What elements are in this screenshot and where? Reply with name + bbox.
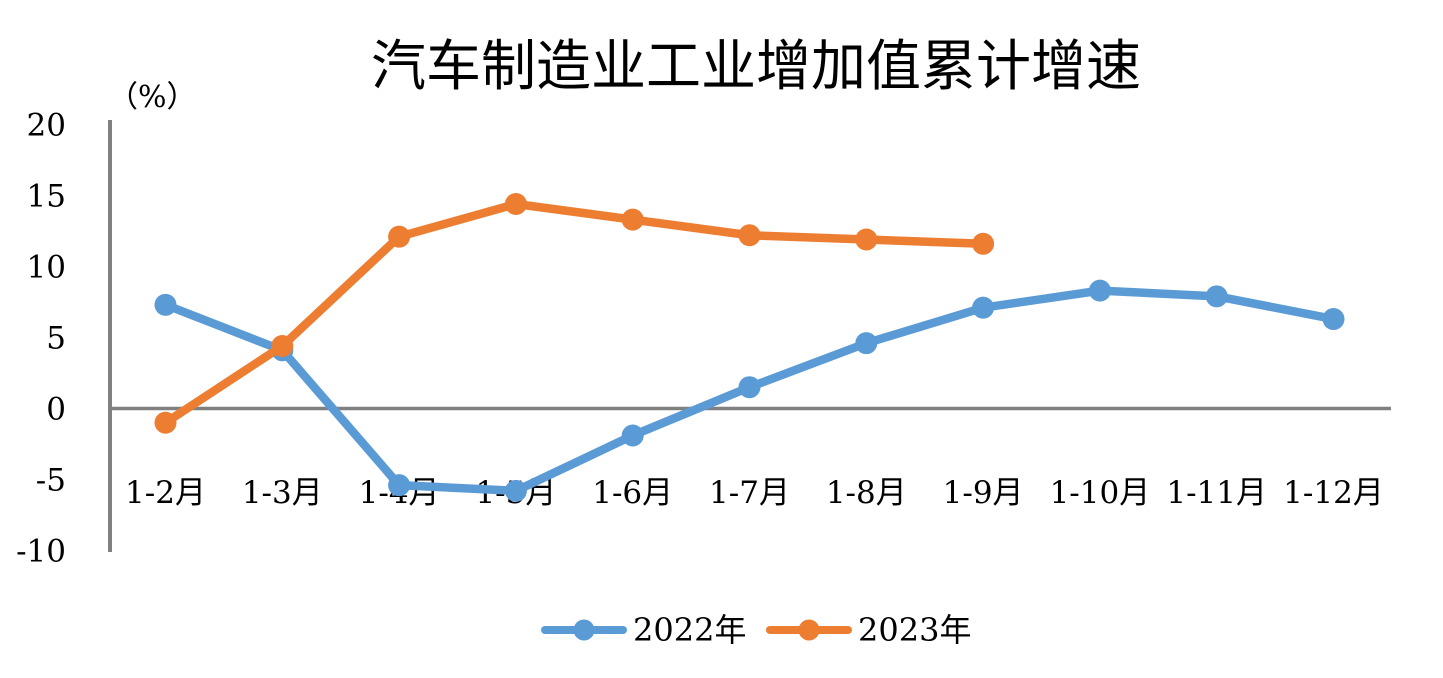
legend: 2022年 2023年 — [541, 611, 971, 649]
data-point-2023年-1-5月 — [504, 193, 527, 216]
data-point-2022年-1-8月 — [855, 332, 878, 355]
data-point-2022年-1-2月 — [154, 293, 177, 316]
data-point-2023年-1-4月 — [388, 225, 411, 248]
x-category-label-1-12月: 1-12月 — [1283, 475, 1384, 511]
series-plot — [154, 193, 1345, 502]
data-point-2023年-1-8月 — [855, 228, 878, 251]
data-point-2022年-1-9月 — [972, 296, 995, 319]
y-tick-label--10: -10 — [16, 534, 66, 570]
legend-item-2022年: 2022年 — [541, 611, 746, 649]
x-axis-category-labels: 1-2月1-3月1-4月1-5月1-6月1-7月1-8月1-9月1-10月1-1… — [125, 475, 1384, 511]
data-point-2022年-1-7月 — [738, 376, 761, 399]
data-point-2022年-1-12月 — [1322, 308, 1345, 331]
data-point-2022年-1-4月 — [388, 474, 411, 497]
x-category-label-1-2月: 1-2月 — [125, 475, 206, 511]
data-point-2022年-1-6月 — [621, 424, 644, 447]
y-axis-unit-label: （%） — [108, 80, 197, 115]
x-category-label-1-8月: 1-8月 — [826, 475, 907, 511]
y-tick-label-20: 20 — [27, 108, 66, 144]
x-category-label-1-6月: 1-6月 — [592, 475, 673, 511]
legend-item-2023年: 2023年 — [766, 611, 971, 649]
legend-label-2023年: 2023年 — [858, 611, 971, 649]
y-tick-label--5: -5 — [36, 463, 66, 499]
data-point-2023年-1-9月 — [972, 232, 995, 255]
y-axis-tick-labels: 20 15 10 5 0 -5 -10 — [16, 108, 66, 570]
y-tick-label-0: 0 — [46, 392, 66, 428]
x-category-label-1-9月: 1-9月 — [943, 475, 1024, 511]
x-category-label-1-3月: 1-3月 — [242, 475, 323, 511]
axes — [108, 120, 1391, 552]
y-tick-label-5: 5 — [46, 321, 66, 357]
legend-marker-dot-2022年 — [573, 619, 595, 641]
data-point-2023年-1-6月 — [621, 208, 644, 231]
y-tick-label-10: 10 — [27, 250, 66, 286]
x-category-label-1-11月: 1-11月 — [1166, 475, 1267, 511]
chart-title: 汽车制造业工业增加值累计增速 — [371, 34, 1141, 98]
legend-marker-dot-2023年 — [798, 619, 820, 641]
data-point-2023年-1-2月 — [154, 411, 177, 434]
data-point-2023年-1-7月 — [738, 224, 761, 247]
data-point-2022年-1-11月 — [1205, 285, 1228, 308]
series-line-2023年 — [161, 199, 988, 427]
x-category-label-1-10月: 1-10月 — [1050, 475, 1151, 511]
data-point-2022年-1-5月 — [504, 479, 527, 502]
x-category-label-1-7月: 1-7月 — [709, 475, 790, 511]
legend-label-2022年: 2022年 — [633, 611, 746, 649]
data-point-2022年-1-10月 — [1088, 279, 1111, 302]
y-tick-label-15: 15 — [27, 179, 66, 215]
data-point-2023年-1-3月 — [271, 335, 294, 358]
